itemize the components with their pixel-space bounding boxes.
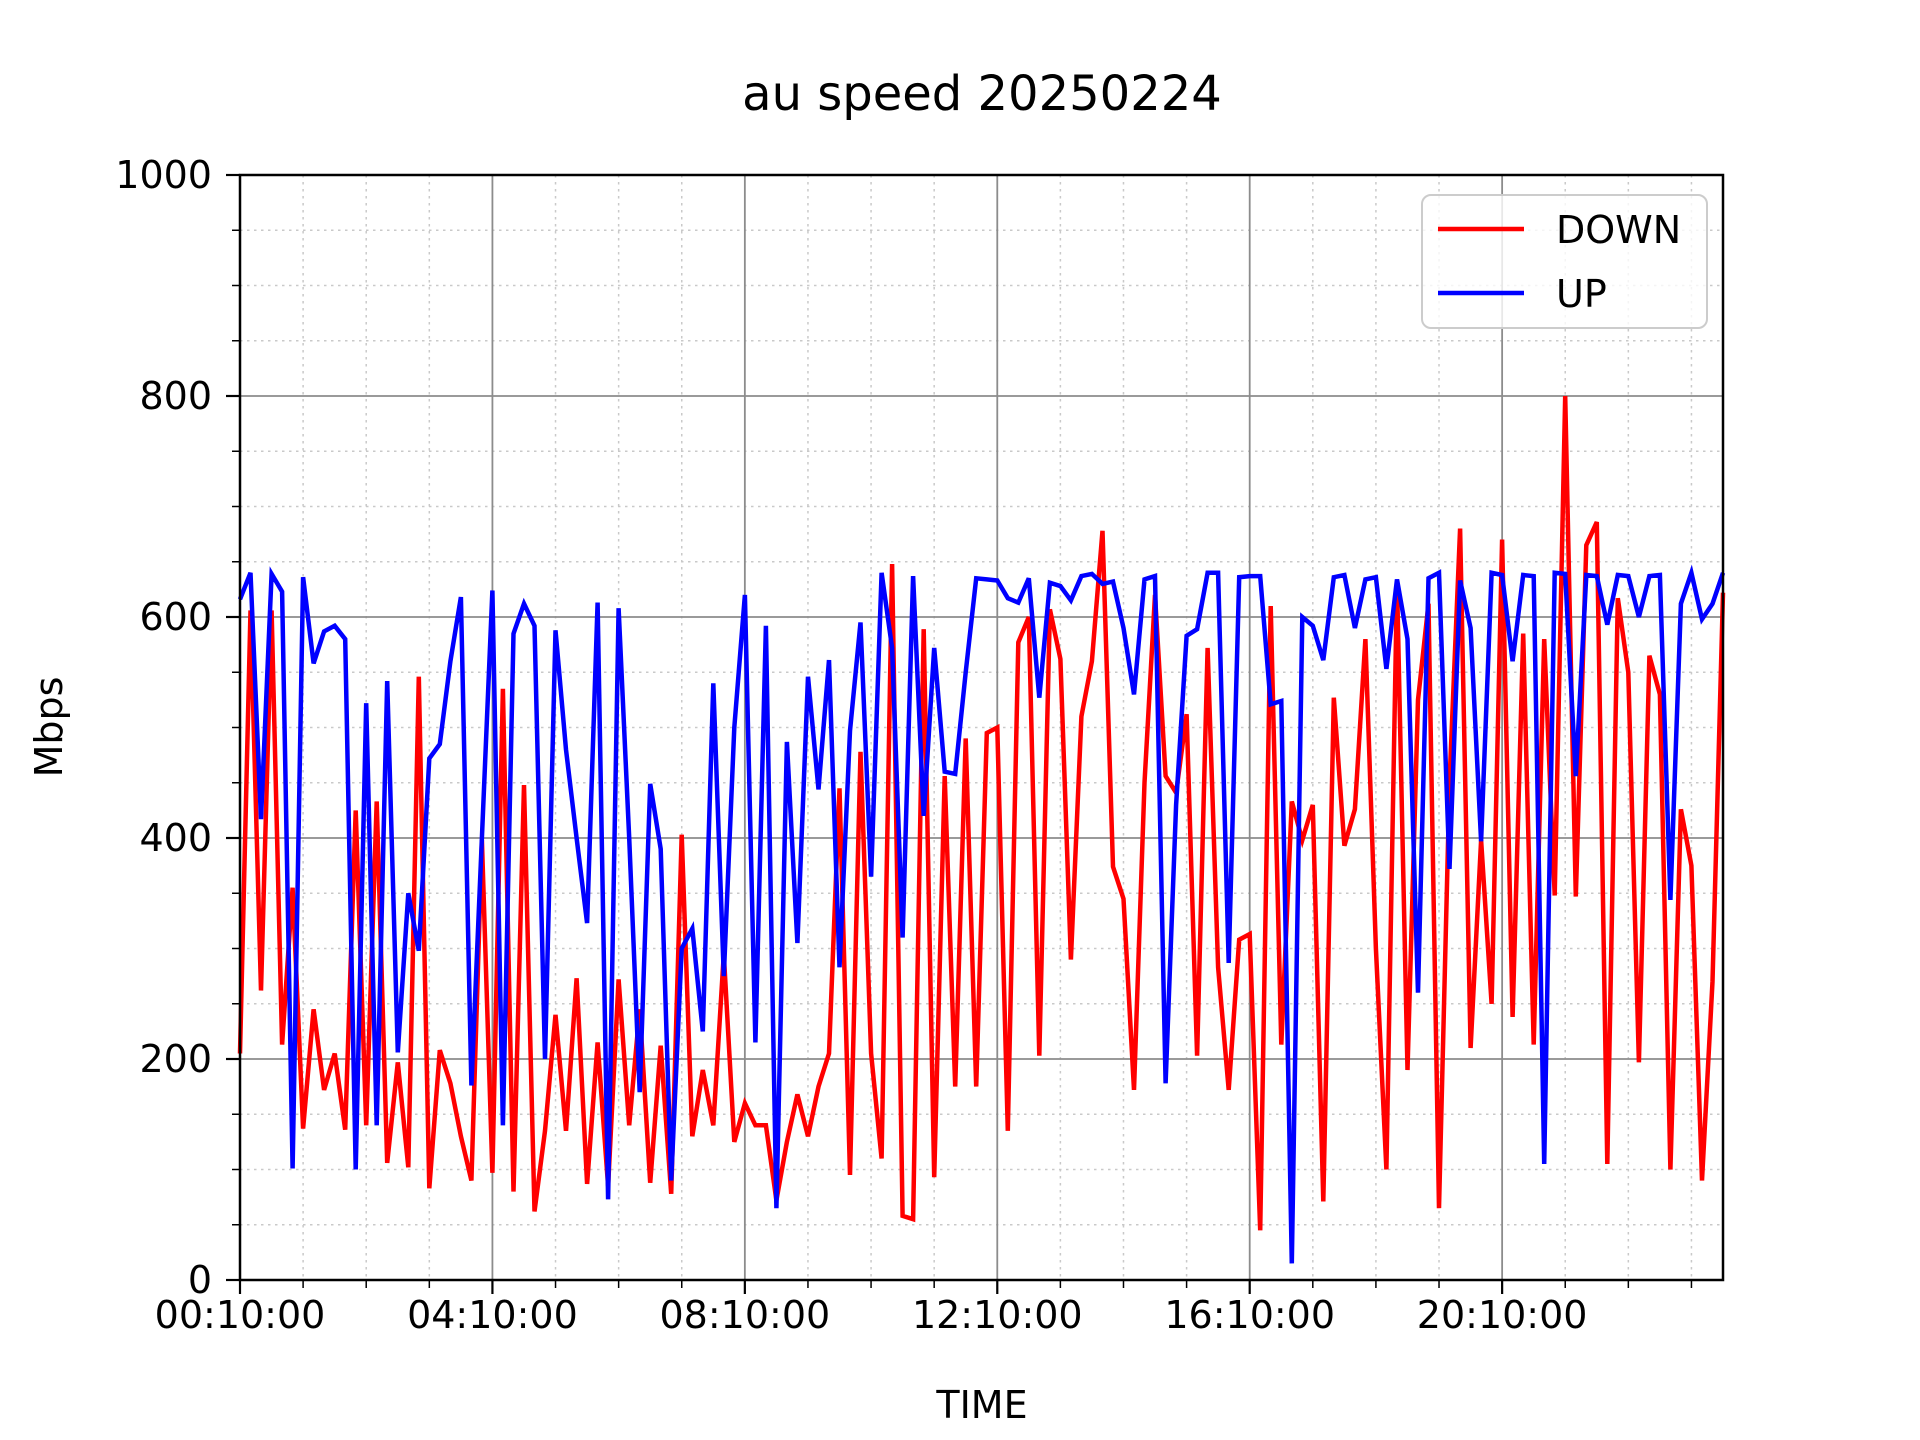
x-tick-label: 16:10:00: [1164, 1293, 1335, 1337]
x-axis-label: TIME: [935, 1383, 1027, 1427]
series-down-line: [237, 395, 1726, 1231]
y-axis-label: Mbps: [27, 677, 71, 778]
y-tick-label: 1000: [115, 153, 212, 197]
series-up-line: [237, 564, 1726, 1264]
chart-title: au speed 20250224: [742, 66, 1222, 122]
x-tick-label: 20:10:00: [1417, 1293, 1588, 1337]
x-tick-label: 08:10:00: [660, 1293, 831, 1337]
x-tick-label: 12:10:00: [912, 1293, 1083, 1337]
ticks: [226, 173, 1693, 1294]
x-tick-label: 04:10:00: [407, 1293, 578, 1337]
tick-labels: 00:10:00 04:10:00 08:10:00 12:10:00 16:10:00…: [115, 153, 1587, 1337]
legend: DOWN UP: [1421, 194, 1708, 329]
chart-layers: 00:10:00 04:10:00 08:10:00 12:10:00 16:10:00…: [115, 153, 1726, 1337]
y-tick-label: 400: [139, 816, 212, 860]
y-tick-label: 600: [139, 595, 212, 639]
y-tick-label: 0: [188, 1258, 212, 1302]
x-tick-label: 00:10:00: [155, 1293, 326, 1337]
y-tick-label: 200: [139, 1037, 212, 1081]
y-tick-label: 800: [139, 374, 212, 418]
legend-label-down: DOWN: [1556, 208, 1681, 252]
legend-label-up: UP: [1556, 272, 1607, 316]
